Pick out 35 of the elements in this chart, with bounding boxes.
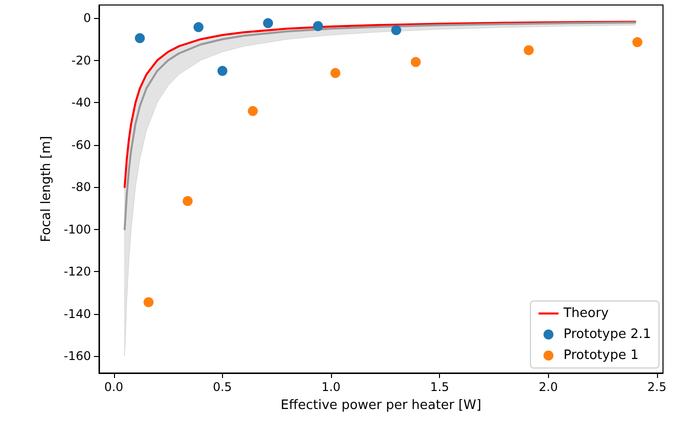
point	[524, 45, 534, 56]
legend-label: Prototype 2.1	[563, 327, 652, 342]
x-tick-label: 0.0	[104, 380, 124, 394]
y-tick-label: -100	[64, 222, 91, 236]
y-tick-label: -140	[64, 306, 91, 321]
point	[182, 196, 193, 206]
x-axis-title: Effective power per heater [W]	[280, 398, 482, 413]
y-tick-label: -160	[64, 349, 91, 364]
y-tick-label: -80	[71, 180, 91, 194]
y-tick-label: -20	[71, 53, 91, 68]
legend-label: Theory	[562, 306, 609, 321]
point	[217, 66, 228, 76]
point	[313, 21, 323, 32]
point	[391, 25, 402, 36]
point	[248, 106, 258, 116]
y-tick-label: 0	[83, 11, 91, 26]
x-tick-label: 2.0	[538, 380, 558, 394]
y-tick-label: -60	[71, 138, 91, 152]
point	[144, 297, 154, 308]
point	[263, 18, 274, 28]
point	[632, 37, 642, 48]
line-series	[124, 20, 636, 188]
y-tick-label: -120	[64, 264, 91, 279]
point	[194, 22, 204, 32]
point	[410, 57, 421, 68]
x-tick-label: 2.5	[647, 380, 666, 394]
point	[134, 33, 145, 44]
x-tick-label: 1.5	[430, 380, 450, 394]
line-series	[124, 22, 636, 230]
x-tick-label: 1.0	[321, 380, 341, 394]
point	[330, 68, 340, 78]
y-axis-title: Focal length [m]	[38, 136, 54, 242]
legend-label: Prototype 1	[563, 348, 639, 363]
y-tick-label: -40	[71, 96, 91, 110]
x-tick-label: 0.5	[212, 380, 232, 394]
